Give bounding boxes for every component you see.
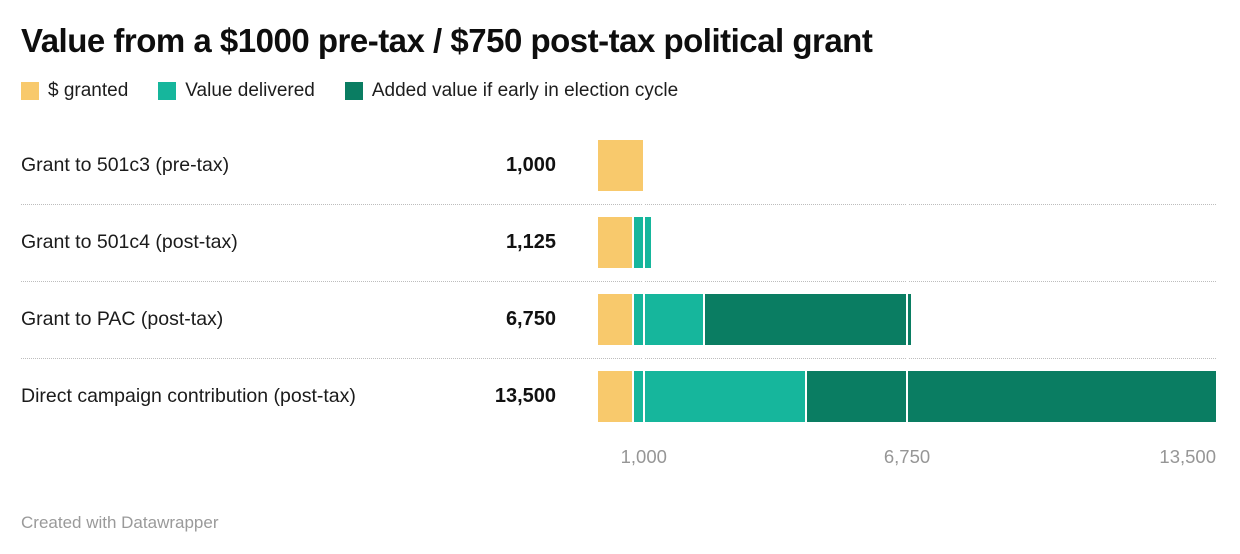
row-value: 6,750 bbox=[505, 308, 556, 331]
bar-segment bbox=[598, 217, 633, 269]
chart-row: Grant to 501c4 (post-tax) 1,125 bbox=[21, 203, 1216, 281]
stacked-bar bbox=[598, 294, 1216, 346]
chart-row: Grant to 501c3 (pre-tax) 1,000 bbox=[21, 128, 1216, 204]
stacked-bar bbox=[598, 217, 1216, 269]
footer: Created with Datawrapper bbox=[21, 513, 1216, 533]
bar-wrap bbox=[598, 371, 1216, 423]
row-label: Direct campaign contribution (post-tax) bbox=[21, 385, 356, 408]
bar-wrap bbox=[598, 217, 1216, 269]
datawrapper-attribution-link[interactable]: Created with Datawrapper bbox=[21, 512, 219, 532]
row-label: Grant to PAC (post-tax) bbox=[21, 308, 224, 331]
bar-segment bbox=[598, 294, 633, 346]
legend: $ granted Value delivered Added value if e… bbox=[21, 80, 1216, 102]
axis-tick-label: 13,500 bbox=[1159, 445, 1216, 467]
bar-segment bbox=[704, 294, 911, 346]
bar-segment bbox=[634, 217, 652, 269]
legend-swatch bbox=[344, 81, 363, 100]
legend-label: $ granted bbox=[48, 79, 129, 101]
row-value: 1,000 bbox=[505, 154, 556, 177]
bar-chart: Grant to 501c3 (pre-tax) 1,000 Grant to 50… bbox=[21, 127, 1216, 435]
bar-wrap bbox=[598, 140, 1216, 192]
stacked-bar bbox=[598, 371, 1216, 423]
chart-row: Grant to PAC (post-tax) 6,750 bbox=[21, 280, 1216, 358]
bar-segment bbox=[598, 371, 633, 423]
bar-segment bbox=[598, 140, 644, 192]
chart-title: Value from a $1000 pre-tax / $750 post-t… bbox=[21, 22, 873, 59]
legend-swatch bbox=[21, 81, 39, 100]
axis-tick-label: 6,750 bbox=[883, 445, 931, 467]
row-label: Grant to 501c3 (pre-tax) bbox=[21, 154, 230, 177]
legend-item: Added value if early in election cycle bbox=[344, 79, 679, 102]
row-label: Grant to 501c4 (post-tax) bbox=[21, 231, 238, 254]
bar-segment bbox=[634, 294, 703, 346]
legend-item: $ granted bbox=[21, 80, 128, 102]
legend-item: Value delivered bbox=[158, 80, 315, 102]
bar-wrap bbox=[598, 294, 1216, 346]
chart-row: Direct campaign contribution (post-tax) 1… bbox=[21, 357, 1216, 435]
legend-label: Value delivered bbox=[185, 79, 315, 101]
bar-segment bbox=[806, 371, 1216, 423]
legend-swatch bbox=[158, 81, 177, 100]
axis-tick-label: 1,000 bbox=[620, 445, 667, 467]
legend-label: Added value if early in election cycle bbox=[371, 79, 679, 101]
stacked-bar bbox=[598, 140, 1216, 192]
bar-segment bbox=[634, 371, 805, 423]
row-value: 1,125 bbox=[505, 231, 556, 254]
x-axis: 1,000 6,750 13,500 bbox=[598, 435, 1216, 471]
row-value: 13,500 bbox=[494, 385, 556, 408]
